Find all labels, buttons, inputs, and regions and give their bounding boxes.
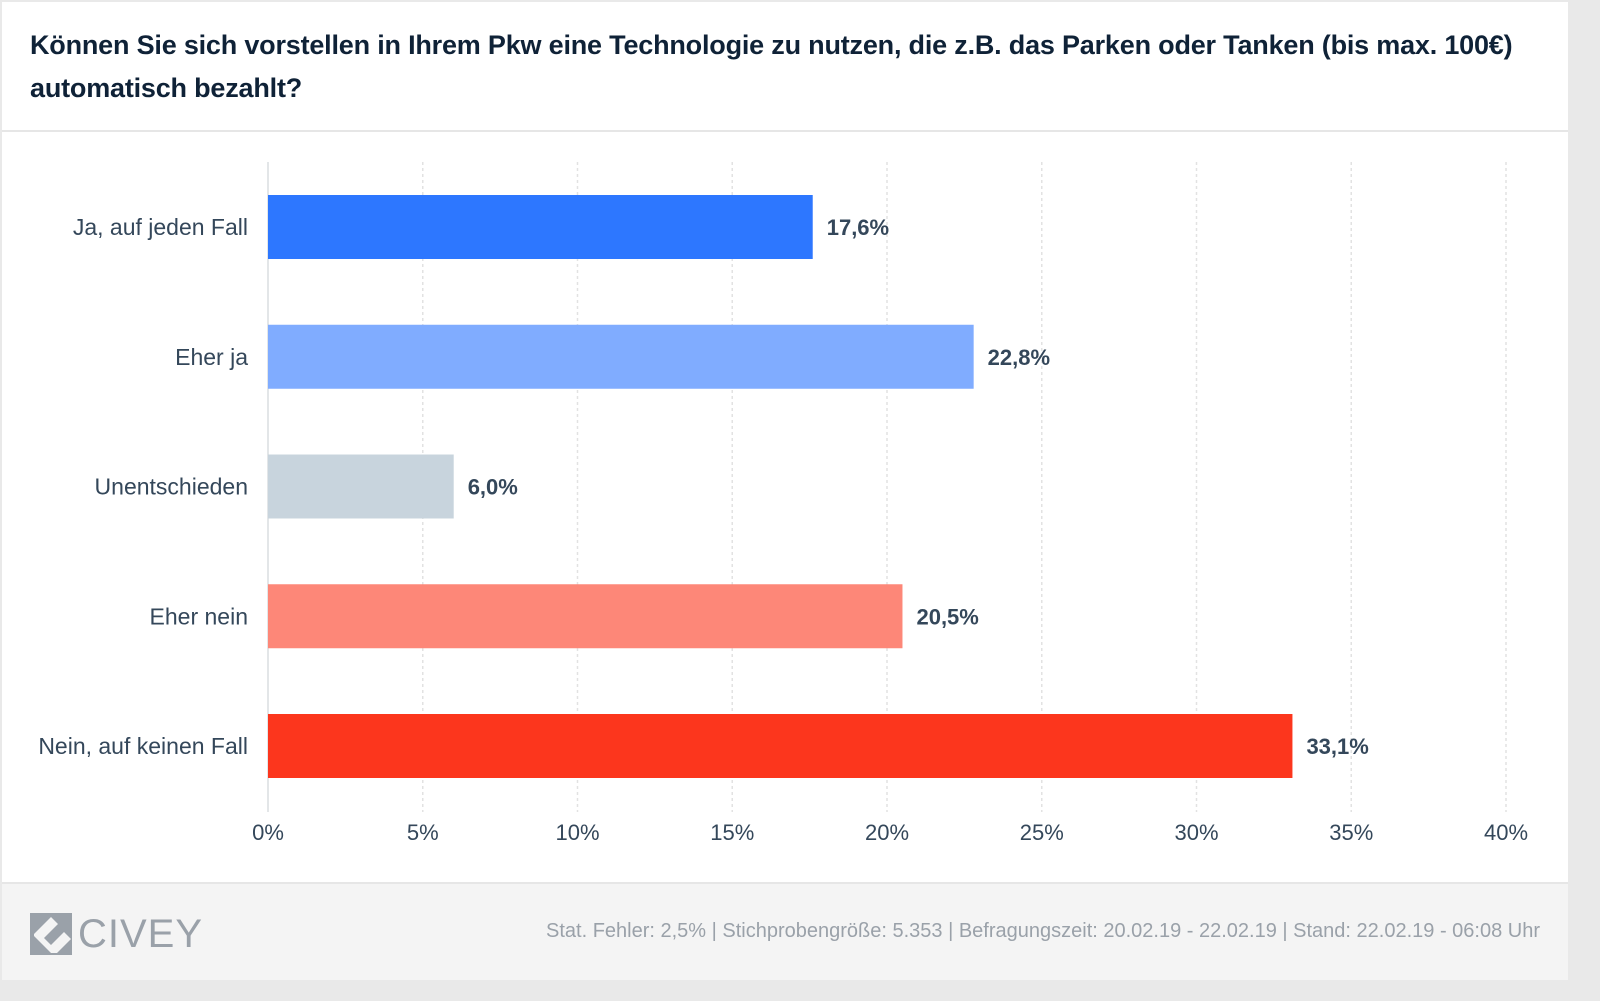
x-tick-label: 25% — [1020, 820, 1064, 845]
chart-card: Können Sie sich vorstellen in Ihrem Pkw … — [2, 2, 1568, 980]
x-tick-label: 0% — [252, 820, 284, 845]
footer: CIVEY Stat. Fehler: 2,5% | Stichprobengr… — [2, 882, 1568, 980]
bar-chart: Ja, auf jeden Fall 17,6% Eher ja 22,8% Unent… — [38, 162, 1528, 845]
grid-lines — [267, 162, 1507, 812]
chart-area: Ja, auf jeden Fall 17,6% Eher ja 22,8% Unent… — [2, 132, 1568, 882]
x-axis-ticks: 0% 5% 10% 15% 20% 25% 30% 35% 40% — [252, 820, 1528, 845]
x-tick-label: 30% — [1174, 820, 1218, 845]
x-tick-label: 35% — [1329, 820, 1373, 845]
bars — [268, 195, 1293, 778]
category-label: Eher nein — [150, 603, 248, 629]
category-label: Eher ja — [175, 344, 248, 370]
labels: Ja, auf jeden Fall 17,6% Eher ja 22,8% Unent… — [38, 214, 1369, 759]
chart-title: Können Sie sich vorstellen in Ihrem Pkw … — [30, 30, 1513, 103]
x-tick-label: 15% — [710, 820, 754, 845]
value-label: 22,8% — [988, 345, 1050, 370]
bar[interactable] — [268, 714, 1293, 778]
bar[interactable] — [268, 454, 454, 519]
x-tick-label: 5% — [407, 820, 439, 845]
chart-header: Können Sie sich vorstellen in Ihrem Pkw … — [2, 2, 1568, 132]
category-label: Nein, auf keinen Fall — [38, 733, 248, 759]
civey-logo[interactable]: CIVEY — [30, 912, 203, 956]
bar[interactable] — [268, 584, 903, 649]
value-label: 33,1% — [1306, 734, 1368, 759]
x-tick-label: 20% — [865, 820, 909, 845]
civey-logo-icon — [30, 913, 72, 955]
category-label: Unentschieden — [95, 474, 248, 500]
survey-meta: Stat. Fehler: 2,5% | Stichprobengröße: 5… — [546, 920, 1540, 942]
value-label: 17,6% — [827, 215, 889, 240]
category-label: Ja, auf jeden Fall — [73, 214, 248, 240]
value-label: 20,5% — [916, 604, 978, 629]
x-tick-label: 10% — [555, 820, 599, 845]
bar[interactable] — [268, 324, 974, 389]
civey-logo-text: CIVEY — [78, 912, 204, 956]
value-label: 6,0% — [468, 475, 518, 500]
x-tick-label: 40% — [1484, 820, 1528, 845]
bar[interactable] — [268, 195, 813, 259]
